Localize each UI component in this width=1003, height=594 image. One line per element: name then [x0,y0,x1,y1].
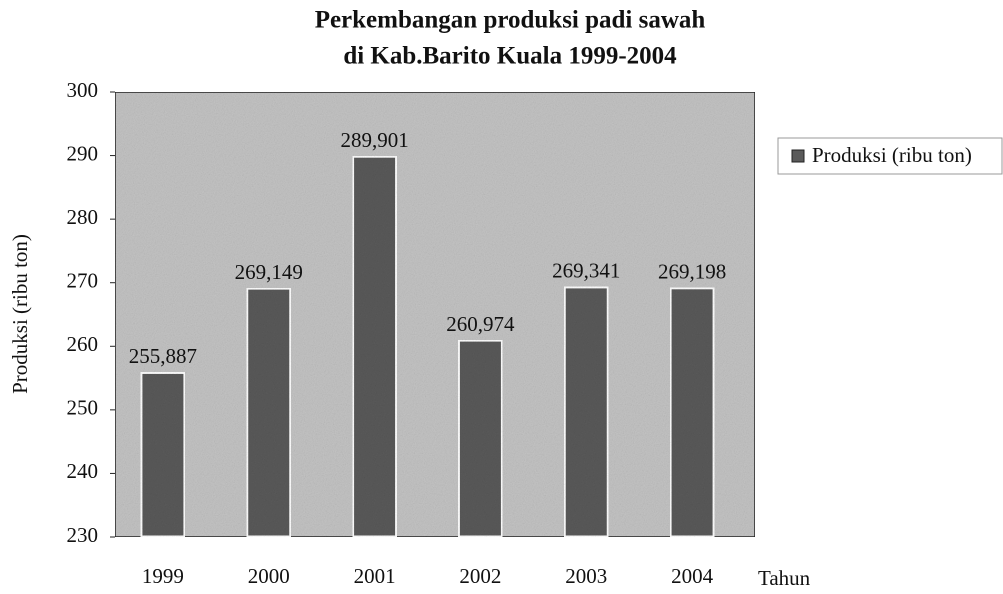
y-tick-label: 290 [67,141,99,165]
x-tick-label: 2001 [354,564,396,588]
data-label: 269,149 [235,260,303,284]
bar [668,286,716,539]
data-label: 260,974 [446,312,515,336]
x-tick-label: 1999 [142,564,184,588]
y-tick-label: 270 [67,269,99,293]
y-tick-label: 240 [67,459,99,483]
chart-title: Perkembangan produksi padi sawah [315,7,706,34]
x-axis-label: Tahun [758,566,811,590]
bar [562,285,610,539]
bar [245,286,293,539]
x-tick-label: 2000 [248,564,290,588]
legend [777,137,1003,175]
data-label: 269,341 [552,259,620,283]
legend-swatch [791,149,805,163]
data-label: 269,198 [658,260,726,284]
y-tick-label: 250 [67,396,99,420]
bar [139,370,187,539]
chart-title: di Kab.Barito Kuala 1999-2004 [343,43,677,70]
y-tick-label: 230 [67,523,99,547]
data-label: 255,887 [129,344,197,368]
bar [456,338,504,539]
bar [351,154,399,539]
y-axis-label: Produksi (ribu ton) [8,234,32,394]
x-tick-label: 2003 [565,564,607,588]
x-tick-label: 2004 [671,564,714,588]
y-tick-label: 260 [67,332,99,356]
y-tick-label: 300 [67,78,99,102]
data-label: 289,901 [340,128,408,152]
y-tick-label: 280 [67,205,99,229]
x-tick-label: 2002 [459,564,501,588]
plot-area [114,91,756,538]
legend-label: Produksi (ribu ton) [812,143,972,167]
